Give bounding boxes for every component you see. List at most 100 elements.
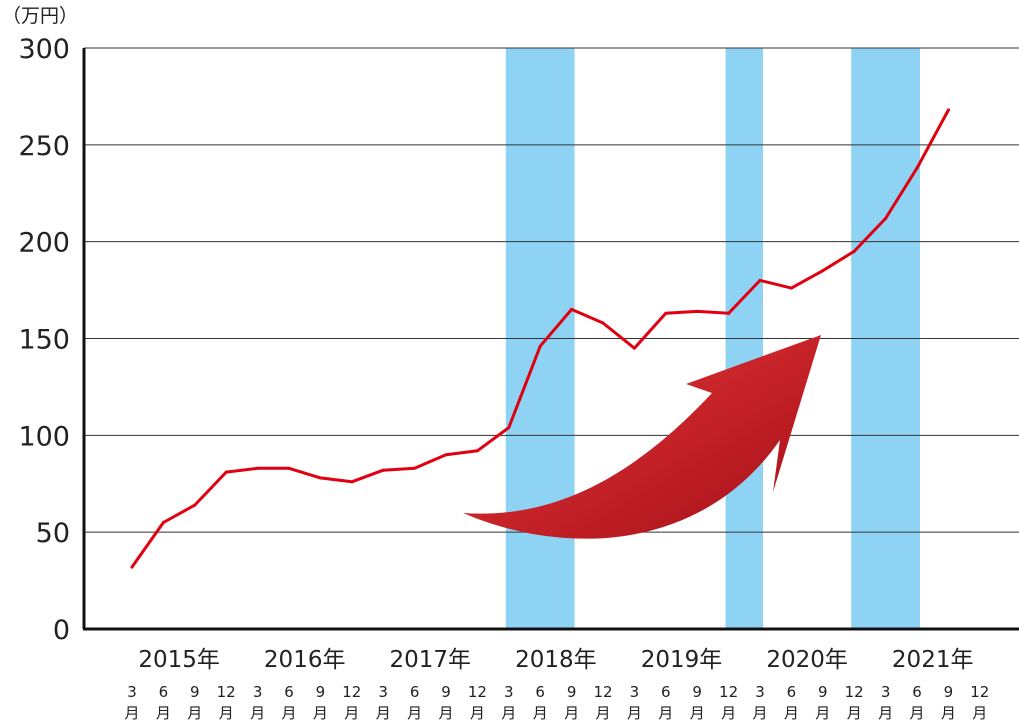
month-label: 3 <box>127 683 137 701</box>
data-point <box>789 286 793 290</box>
month-label: 6 <box>661 683 671 701</box>
year-label: 2019年 <box>641 647 723 673</box>
grid-lines <box>84 47 1019 533</box>
month-unit-label: 月 <box>501 704 516 722</box>
y-tick-label: 50 <box>36 518 70 549</box>
month-unit-label: 月 <box>564 704 579 722</box>
data-point <box>946 108 950 112</box>
month-unit-label: 月 <box>847 704 862 722</box>
year-label: 2018年 <box>515 647 597 673</box>
month-unit-label: 月 <box>281 704 296 722</box>
month-label: 12 <box>468 683 487 701</box>
month-unit-label: 月 <box>533 704 548 722</box>
month-label: 6 <box>535 683 545 701</box>
data-point <box>884 216 888 220</box>
month-unit-label: 月 <box>909 704 924 722</box>
data-point <box>318 476 322 480</box>
month-unit-label: 月 <box>784 704 799 722</box>
month-label: 12 <box>342 683 361 701</box>
data-point <box>727 311 731 315</box>
data-point <box>570 307 574 311</box>
y-unit-label: （万円） <box>2 5 78 27</box>
month-label: 6 <box>284 683 294 701</box>
month-label: 3 <box>630 683 640 701</box>
month-unit-label: 月 <box>815 704 830 722</box>
data-point <box>161 520 165 524</box>
month-label: 9 <box>944 683 954 701</box>
y-tick-label: 0 <box>53 615 70 646</box>
month-label: 9 <box>441 683 451 701</box>
month-unit-label: 月 <box>658 704 673 722</box>
month-label: 3 <box>378 683 388 701</box>
month-unit-label: 月 <box>124 704 139 722</box>
month-unit-label: 月 <box>941 704 956 722</box>
data-point <box>538 344 542 348</box>
month-label: 3 <box>504 683 514 701</box>
month-label: 9 <box>818 683 828 701</box>
month-unit-label: 月 <box>156 704 171 722</box>
month-unit-label: 月 <box>250 704 265 722</box>
month-unit-label: 月 <box>470 704 485 722</box>
month-label: 3 <box>755 683 765 701</box>
x-axis-labels: 2015年3月6月9月12月2016年3月6月9月12月2017年3月6月9月1… <box>124 647 989 722</box>
month-label: 12 <box>970 683 989 701</box>
month-label: 3 <box>253 683 263 701</box>
month-unit-label: 月 <box>595 704 610 722</box>
month-label: 9 <box>316 683 326 701</box>
data-point <box>852 249 856 253</box>
data-point <box>695 309 699 313</box>
data-point <box>507 426 511 430</box>
month-unit-label: 月 <box>878 704 893 722</box>
month-unit-label: 月 <box>721 704 736 722</box>
month-label: 12 <box>719 683 738 701</box>
data-point <box>193 503 197 507</box>
month-label: 9 <box>692 683 702 701</box>
month-label: 9 <box>190 683 200 701</box>
month-unit-label: 月 <box>752 704 767 722</box>
year-label: 2021年 <box>892 647 974 673</box>
month-unit-label: 月 <box>219 704 234 722</box>
data-point <box>915 166 919 170</box>
month-label: 3 <box>881 683 891 701</box>
month-label: 12 <box>593 683 612 701</box>
month-unit-label: 月 <box>376 704 391 722</box>
data-point <box>287 466 291 470</box>
data-point <box>444 453 448 457</box>
data-point <box>664 311 668 315</box>
month-unit-label: 月 <box>344 704 359 722</box>
data-point <box>632 346 636 350</box>
month-unit-label: 月 <box>438 704 453 722</box>
y-tick-label: 200 <box>18 228 70 259</box>
y-tick-label: 100 <box>18 421 70 452</box>
year-label: 2016年 <box>264 647 346 673</box>
trend-arrow-shape <box>463 335 821 539</box>
month-label: 12 <box>217 683 236 701</box>
month-unit-label: 月 <box>187 704 202 722</box>
upward-trend-arrow-icon <box>463 335 821 539</box>
data-point <box>758 278 762 282</box>
data-point <box>130 565 134 569</box>
month-unit-label: 月 <box>690 704 705 722</box>
axes <box>82 48 1019 631</box>
data-point <box>381 468 385 472</box>
month-unit-label: 月 <box>407 704 422 722</box>
data-point <box>350 480 354 484</box>
month-label: 9 <box>567 683 577 701</box>
month-label: 6 <box>912 683 922 701</box>
data-point <box>821 269 825 273</box>
data-point <box>475 449 479 453</box>
y-tick-label: 150 <box>18 325 70 356</box>
month-unit-label: 月 <box>972 704 987 722</box>
month-label: 6 <box>410 683 420 701</box>
data-point <box>413 466 417 470</box>
y-tick-label: 250 <box>18 131 70 162</box>
data-point <box>224 470 228 474</box>
year-label: 2017年 <box>390 647 472 673</box>
year-label: 2020年 <box>766 647 848 673</box>
data-point <box>601 321 605 325</box>
month-unit-label: 月 <box>627 704 642 722</box>
month-label: 12 <box>845 683 864 701</box>
month-unit-label: 月 <box>313 704 328 722</box>
y-tick-label: 300 <box>18 34 70 65</box>
